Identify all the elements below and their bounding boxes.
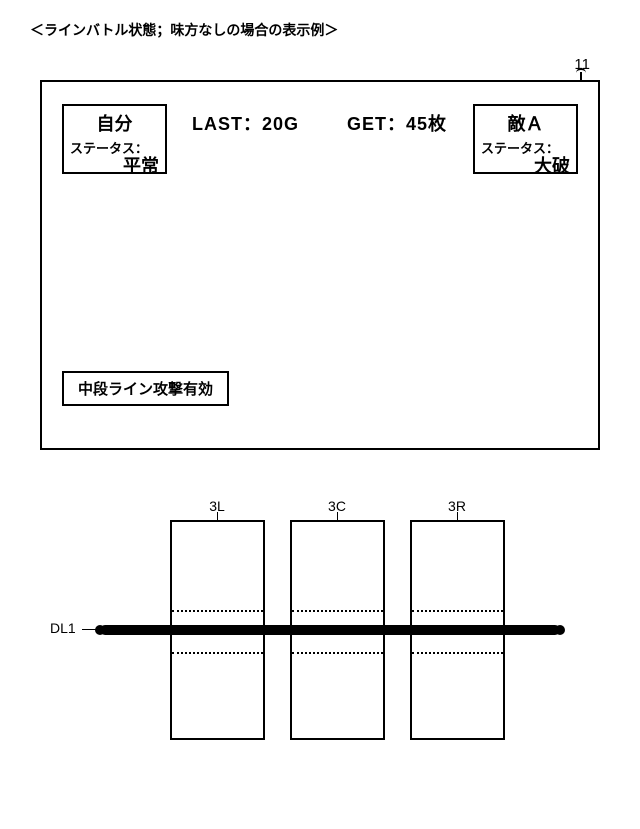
reel-dotted-upper: [412, 610, 503, 612]
player-status-value: 平常: [70, 157, 159, 175]
dl-label: DL1: [50, 620, 76, 636]
reel-dotted-upper: [292, 610, 383, 612]
page-title: ＜ラインバトル状態；味方なしの場合の表示例＞: [30, 20, 610, 40]
player-name: 自分: [70, 110, 159, 136]
enemy-name: 敵Ａ: [481, 110, 570, 136]
reel-dotted-lower: [292, 652, 383, 654]
effect-message-box: 中段ライン攻撃有効: [62, 371, 229, 406]
player-status-label: ステータス：: [70, 138, 159, 157]
reel-dotted-upper: [172, 610, 263, 612]
reel-lead-right: [457, 512, 458, 520]
get-counter: GET：45枚: [347, 110, 447, 136]
enemy-status-value: 大破: [481, 157, 570, 175]
enemy-status-box: 敵Ａ ステータス： 大破: [473, 104, 578, 174]
display-line-dl1: [100, 625, 560, 635]
display-panel-wrapper: 11 自分 ステータス： 平常 LAST：20G GET：45枚 敵Ａ ステータ…: [30, 80, 610, 450]
reels-area: 3L 3C 3R DL1: [40, 490, 600, 750]
player-status-box: 自分 ステータス： 平常: [62, 104, 167, 174]
reel-lead-center: [337, 512, 338, 520]
enemy-status-label: ステータス：: [481, 138, 570, 157]
display-panel: 自分 ステータス： 平常 LAST：20G GET：45枚 敵Ａ ステータス： …: [40, 80, 600, 450]
last-counter: LAST：20G: [192, 110, 299, 136]
reel-dotted-lower: [172, 652, 263, 654]
reel-lead-left: [217, 512, 218, 520]
reel-dotted-lower: [412, 652, 503, 654]
